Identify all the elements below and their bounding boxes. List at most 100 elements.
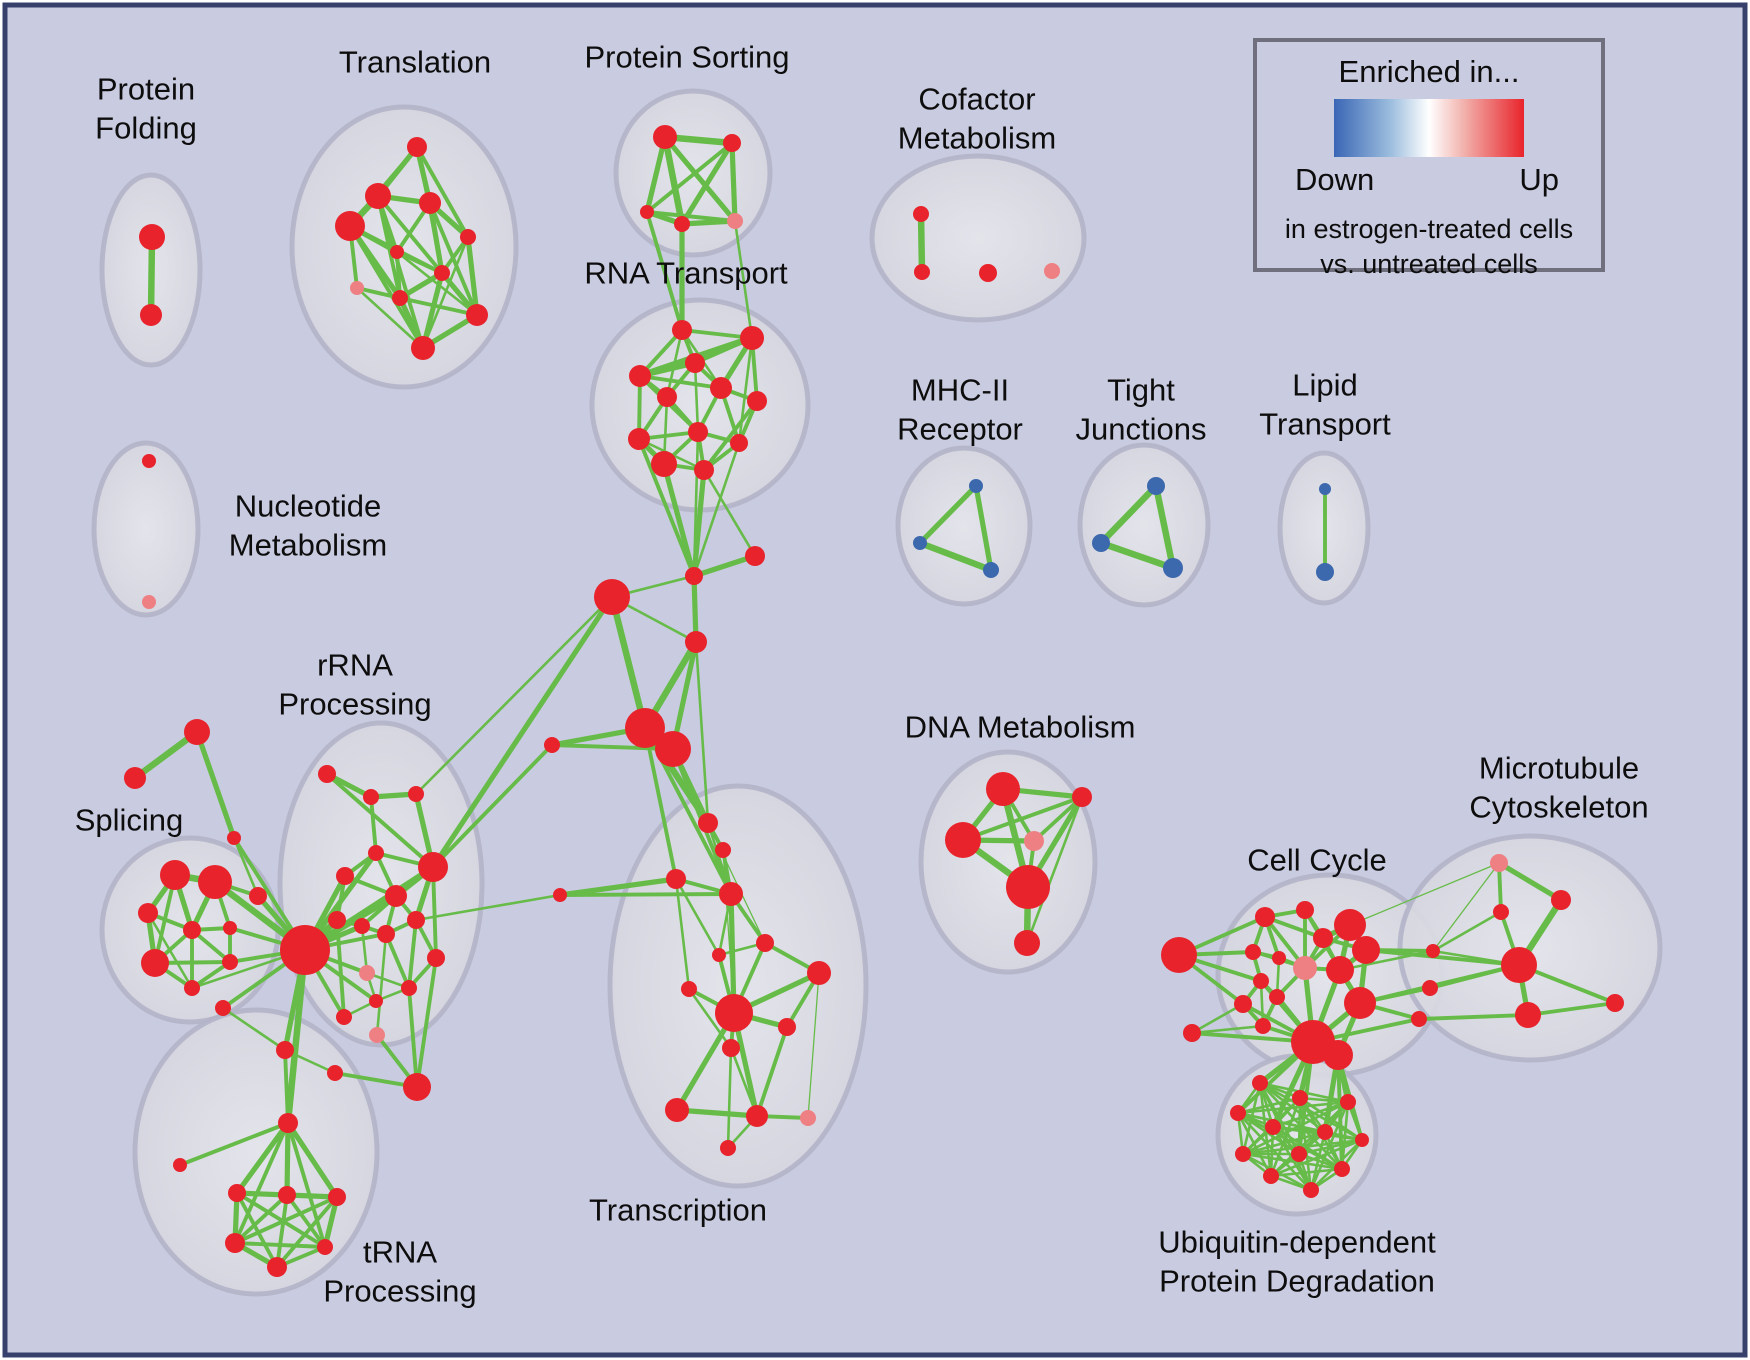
node-113 [1269, 989, 1285, 1005]
cluster-label-protein-folding-line1: Protein [97, 72, 195, 107]
node-28 [651, 451, 677, 477]
node-108 [1313, 928, 1333, 948]
node-20 [685, 353, 705, 373]
node-4 [335, 211, 365, 241]
node-43 [712, 948, 726, 962]
cluster-label-ubiquitin-degradation-line1: Ubiquitin-dependent [1158, 1225, 1436, 1260]
node-30 [685, 567, 703, 585]
node-66 [318, 765, 336, 783]
node-151 [1316, 563, 1334, 581]
node-49 [665, 1098, 689, 1122]
edge [427, 200, 445, 276]
node-69 [368, 845, 384, 861]
cluster-label-microtubule-cytoskeleton-line1: Microtubule [1479, 751, 1639, 786]
edge [733, 219, 754, 340]
node-48 [722, 1039, 740, 1057]
edge [384, 932, 411, 990]
node-147 [1147, 477, 1165, 495]
node-94 [267, 1257, 287, 1277]
edge [807, 972, 820, 1119]
node-55 [227, 831, 241, 845]
node-52 [720, 1140, 736, 1156]
node-140 [913, 206, 929, 222]
edge [233, 1121, 290, 1245]
node-121 [1493, 904, 1509, 920]
node-76 [407, 911, 425, 929]
node-13 [653, 125, 677, 149]
node-65 [280, 925, 330, 975]
node-115 [1344, 987, 1376, 1019]
edge [275, 1195, 339, 1269]
edge [1032, 795, 1084, 843]
node-71 [418, 852, 448, 882]
edge [414, 595, 614, 796]
node-3 [365, 183, 391, 209]
edge [674, 1107, 760, 1119]
node-51 [800, 1110, 816, 1126]
node-131 [1230, 1105, 1246, 1121]
node-38 [715, 842, 731, 858]
edge [693, 361, 700, 434]
cluster-ellipse-mhc-ii-receptor [895, 445, 1033, 607]
edge [1241, 1130, 1327, 1156]
node-7 [390, 245, 404, 259]
node-101 [1161, 937, 1197, 973]
node-74 [354, 918, 370, 934]
legend-caption-line2: vs. untreated cells [1320, 249, 1538, 279]
node-1 [140, 304, 162, 326]
edge [707, 822, 766, 944]
node-61 [141, 949, 169, 977]
edge [414, 893, 562, 922]
edge [737, 336, 754, 445]
edge [661, 461, 697, 579]
edge [729, 1046, 759, 1118]
edge [1241, 1152, 1344, 1171]
node-104 [1296, 901, 1314, 919]
edge [420, 270, 445, 351]
node-60 [223, 921, 237, 935]
node-107 [1272, 951, 1286, 965]
node-37 [698, 813, 718, 833]
cluster-ellipse-nucleotide-metabolism [91, 440, 201, 618]
edge [178, 1121, 290, 1167]
edge [285, 1193, 327, 1249]
node-142 [979, 264, 997, 282]
node-92 [225, 1233, 245, 1253]
edge [430, 594, 615, 870]
edge [395, 250, 444, 275]
node-93 [317, 1239, 333, 1255]
node-29 [694, 460, 714, 480]
node-18 [672, 320, 692, 340]
node-79 [427, 949, 445, 967]
node-118 [1323, 1040, 1353, 1070]
cluster-ellipse-cofactor-metabolism [869, 153, 1087, 323]
node-9 [350, 281, 364, 295]
node-16 [674, 216, 690, 232]
edge [1236, 1096, 1302, 1115]
edge [557, 876, 679, 898]
node-90 [278, 1186, 296, 1204]
cluster-label-translation-line1: Translation [339, 45, 491, 80]
edge [691, 467, 707, 579]
node-50 [746, 1105, 768, 1127]
cluster-label-splicing-line1: Splicing [75, 803, 184, 838]
node-106 [1245, 944, 1261, 960]
node-122 [1501, 947, 1537, 983]
edge [608, 593, 649, 732]
edge [662, 134, 738, 224]
node-31 [745, 546, 765, 566]
node-32 [594, 579, 630, 615]
edge [233, 1193, 289, 1245]
node-33 [685, 631, 707, 653]
node-146 [983, 562, 999, 578]
node-144 [969, 479, 983, 493]
cluster-label-rrna-processing-line2: Processing [278, 687, 431, 722]
edge [687, 987, 733, 1050]
cluster-label-cofactor-metabolism-line2: Metabolism [898, 121, 1057, 156]
edge [285, 1120, 340, 1200]
edge [431, 743, 554, 869]
node-56 [160, 860, 190, 890]
node-134 [1355, 1133, 1369, 1147]
node-80 [369, 994, 383, 1008]
cluster-ellipse-translation [289, 104, 519, 390]
